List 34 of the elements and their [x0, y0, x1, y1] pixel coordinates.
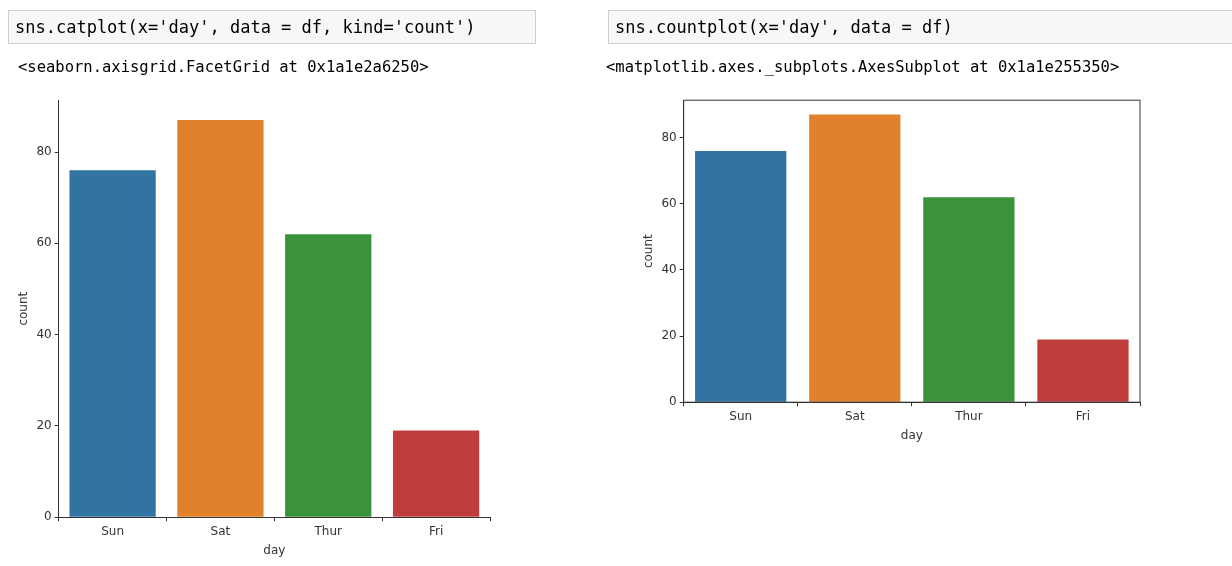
bar	[392, 430, 480, 517]
x-tick-label: Sun	[729, 408, 753, 423]
x-tick-label: Thur	[313, 523, 343, 538]
chart-subtitle: <matplotlib.axes._subplots.AxesSubplot at 0x1a1e255350>	[606, 58, 1120, 76]
y-axis-title: count	[641, 233, 656, 269]
bar	[923, 197, 1015, 402]
x-tick-label: Sun	[101, 523, 124, 538]
y-tick-label: 40	[36, 326, 52, 341]
bar	[1037, 339, 1129, 402]
y-tick-label: 0	[44, 509, 52, 524]
x-tick-label: Fri	[428, 523, 444, 538]
y-tick-label: 40	[661, 262, 677, 277]
y-tick-label: 0	[669, 394, 677, 409]
x-tick-label: Fri	[1075, 408, 1091, 423]
x-axis-title: day	[263, 542, 286, 557]
chart-title: sns.catplot(x='day', data = df, kind='count')	[8, 10, 536, 44]
chart-subtitle: <seaborn.axisgrid.FacetGrid at 0x1a1e2a6250>	[18, 58, 429, 76]
x-tick-label: Sat	[210, 523, 231, 538]
y-tick-label: 60	[661, 195, 677, 210]
bar	[69, 170, 156, 517]
x-tick-label: Sat	[844, 408, 865, 423]
y-tick-label: 20	[661, 328, 677, 343]
y-tick-label: 60	[36, 235, 52, 250]
x-tick-label: Thur	[954, 408, 983, 423]
bar	[809, 114, 901, 402]
y-tick-label: 80	[36, 144, 52, 159]
y-axis-title: count	[16, 291, 31, 326]
bar	[285, 234, 372, 517]
bar	[695, 150, 787, 402]
chart-title: sns.countplot(x='day', data = df)	[608, 10, 1232, 44]
y-tick-label: 20	[36, 418, 52, 433]
y-tick-label: 80	[661, 129, 677, 144]
bar	[177, 120, 264, 517]
x-axis-title: day	[900, 427, 923, 442]
